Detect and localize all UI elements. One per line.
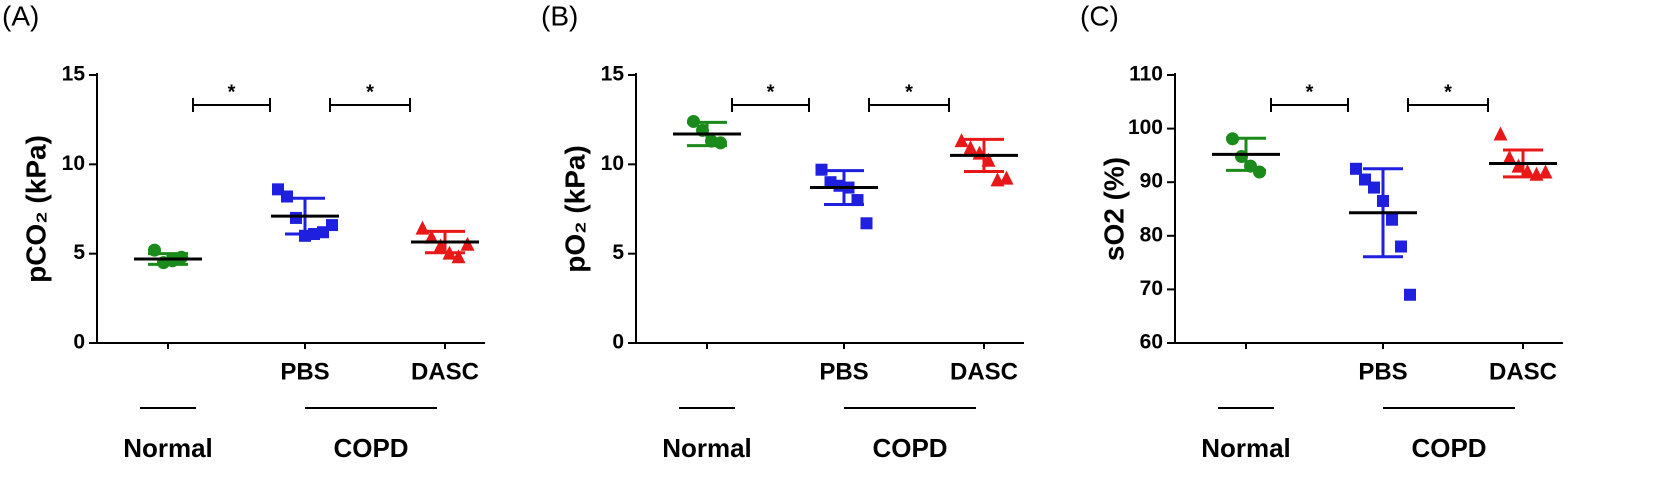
x-tick-label: DASC xyxy=(411,358,479,385)
y-axis-label: pO₂ (kPa) xyxy=(559,145,590,273)
significance-label: * xyxy=(905,81,913,103)
y-tick-label: 90 xyxy=(1140,170,1163,193)
data-point xyxy=(815,163,828,176)
y-axis-label: pCO₂ (kPa) xyxy=(20,135,51,283)
data-point xyxy=(860,217,873,230)
data-point xyxy=(1253,165,1266,179)
data-point xyxy=(424,229,439,244)
x-tick-label: PBS xyxy=(819,358,868,385)
y-tick-label: 15 xyxy=(62,63,86,86)
panel-label: (A) xyxy=(2,0,39,31)
data-point xyxy=(460,236,475,251)
y-tick-label: 15 xyxy=(601,63,625,86)
y-tick-label: 70 xyxy=(1140,277,1163,300)
group-label: COPD xyxy=(872,433,947,463)
data-point xyxy=(1350,162,1362,175)
data-point xyxy=(954,133,969,148)
group-label: COPD xyxy=(1411,433,1486,463)
group-label: Normal xyxy=(123,433,213,463)
data-point xyxy=(1493,126,1508,141)
significance-label: * xyxy=(228,81,236,103)
data-point xyxy=(451,249,466,264)
y-tick-label: 10 xyxy=(601,152,624,175)
y-tick-label: 0 xyxy=(612,331,624,354)
data-point xyxy=(999,170,1014,185)
significance-label: * xyxy=(767,81,775,103)
y-tick-label: 5 xyxy=(612,241,624,264)
significance-label: * xyxy=(1444,81,1452,103)
y-tick-label: 5 xyxy=(73,241,85,264)
x-tick-label: DASC xyxy=(950,358,1018,385)
y-tick-label: 0 xyxy=(73,331,85,354)
significance-label: * xyxy=(366,81,374,103)
group-label: Normal xyxy=(1201,433,1291,463)
data-point xyxy=(1502,150,1517,165)
y-axis-label: sO2 (%) xyxy=(1098,157,1129,261)
data-point xyxy=(326,219,338,232)
group-label: Normal xyxy=(662,433,752,463)
data-point xyxy=(1395,240,1407,253)
data-point xyxy=(1386,213,1398,226)
significance-label: * xyxy=(1306,81,1314,103)
data-point xyxy=(714,136,727,150)
y-tick-label: 10 xyxy=(62,152,85,175)
x-tick-label: PBS xyxy=(280,358,329,385)
y-tick-label: 100 xyxy=(1128,116,1163,139)
data-point xyxy=(281,190,293,203)
y-tick-label: 110 xyxy=(1129,63,1163,86)
data-point xyxy=(963,140,978,155)
data-point xyxy=(1368,181,1380,194)
panel-label: (B) xyxy=(541,0,578,31)
x-tick-label: PBS xyxy=(1358,358,1407,385)
data-point xyxy=(1538,164,1553,179)
y-tick-label: 60 xyxy=(1140,331,1163,354)
panel-label: (C) xyxy=(1080,0,1119,31)
data-point xyxy=(1404,288,1416,301)
group-label: COPD xyxy=(333,433,408,463)
y-tick-label: 80 xyxy=(1140,223,1163,246)
x-tick-label: DASC xyxy=(1489,358,1557,385)
data-point xyxy=(290,211,302,224)
